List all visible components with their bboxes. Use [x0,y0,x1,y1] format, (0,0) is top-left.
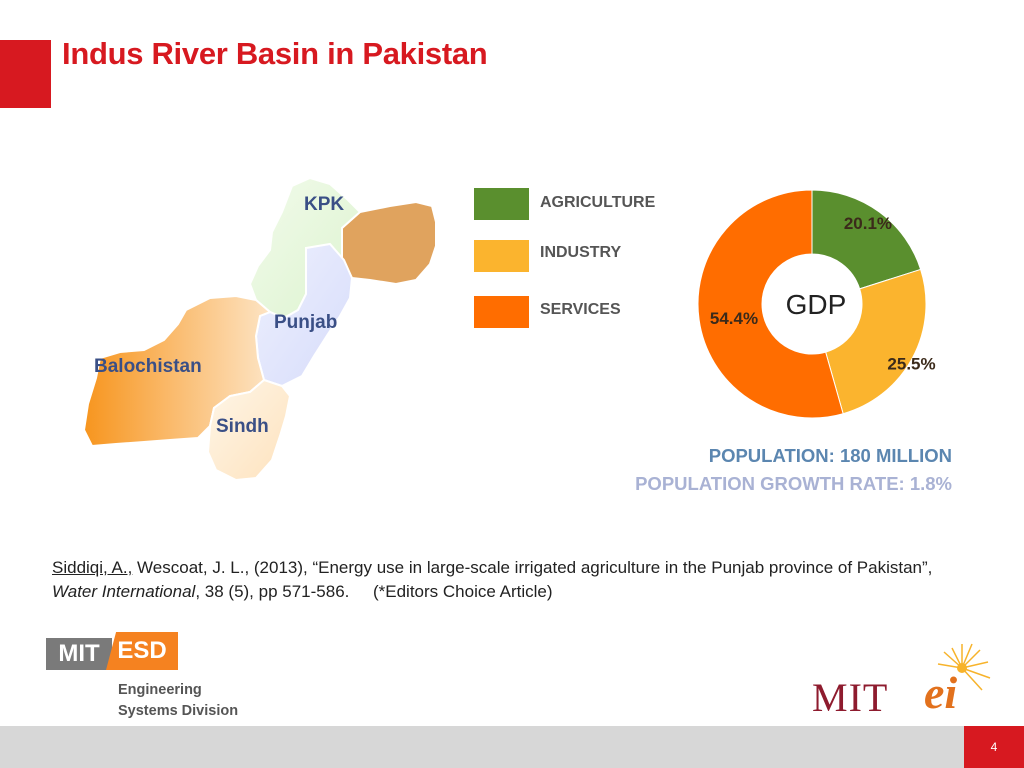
map-region-balochistan [82,294,272,448]
gdp-donut-chart: 20.1% 25.5% 54.4% GDP [680,180,940,430]
donut-label-industry: 25.5% [887,355,935,374]
pakistan-map-svg [82,176,437,482]
population-stat: POPULATION: 180 MILLION [708,445,952,466]
donut-slice-services [697,189,844,419]
map-label-kpk: KPK [304,194,345,215]
mitei-sun-icon [937,643,991,691]
legend-label-industry: INDUSTRY [540,244,622,261]
mitei-logo: MIT ei [812,640,1012,726]
donut-slice-industry [825,268,927,415]
map-region-northern-areas [341,200,437,286]
mitei-logo-ei: ei [924,667,958,718]
mitei-logo-mit: MIT [812,675,889,720]
gdp-donut-svg: 20.1% 25.5% 54.4% GDP [697,189,936,419]
legend-swatch-agriculture [474,188,529,220]
map-label-punjab: Punjab [274,312,338,333]
citation-text-part1: Wescoat, J. L., (2013), “Energy use in l… [132,558,933,577]
legend-label-services: SERVICES [540,301,621,318]
citation-journal: Water International [52,582,196,601]
donut-label-services: 54.4% [710,309,758,328]
esd-logo-mit-block: MIT [46,638,112,670]
population-growth-stat: POPULATION GROWTH RATE: 1.8% [635,473,952,494]
donut-center-title: GDP [786,289,847,320]
legend-swatch-industry [474,240,529,272]
slide-title: Indus River Basin in Pakistan [62,36,488,71]
esd-logo-line2: Systems Division [118,703,239,719]
footer-bar [0,726,1024,768]
citation-author-link[interactable]: Siddiqi, A., [52,558,133,577]
map-label-balochistan: Balochistan [94,356,202,377]
esd-logo-esd-block: ESD [106,632,178,670]
legend-label-agriculture: AGRICULTURE [540,194,656,211]
title-accent-bar [0,40,51,108]
legend-swatch-services [474,296,529,328]
esd-logo-line1: Engineering [118,682,202,698]
citation: Siddiqi, A., Wescoat, J. L., (2013), “En… [52,556,982,604]
page-number: 4 [964,726,1024,768]
donut-slice-agriculture [811,189,922,290]
map-region-sindh [206,378,292,482]
citation-text-part2: , 38 (5), pp 571-586. (*Editors Choice A… [195,582,553,601]
map-label-sindh: Sindh [216,416,269,437]
pakistan-map: KPK Punjab Balochistan Sindh [60,160,460,490]
mit-esd-logo: MIT ESD Engineering Systems Division [46,632,238,724]
donut-label-agriculture: 20.1% [844,214,892,233]
